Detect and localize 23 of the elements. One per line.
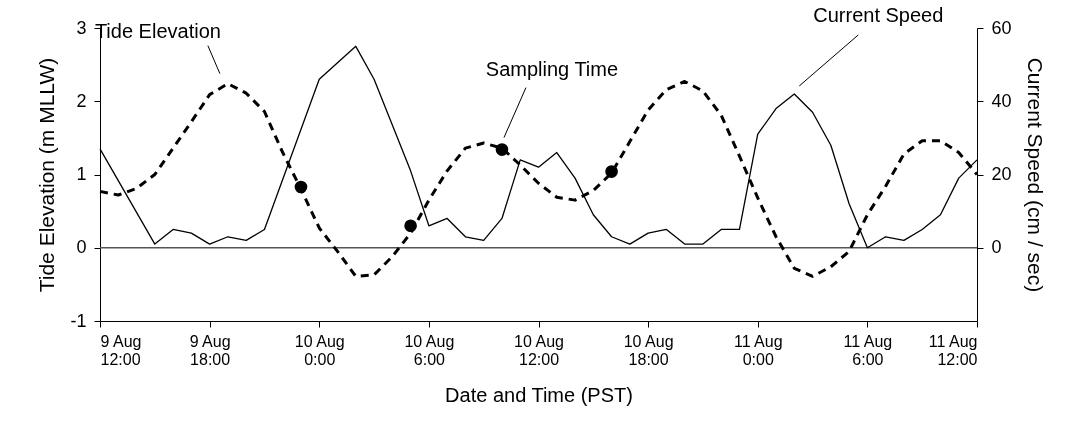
- x-tick-label: 10 Aug 12:00: [514, 332, 564, 368]
- y2-tick-label: 20: [991, 164, 1012, 184]
- y-tick-label: 0: [76, 237, 87, 258]
- y-tick-label: -1: [70, 310, 87, 331]
- text: Sampling Time: [485, 57, 619, 80]
- x-tick-label: 10 Aug 0:00: [294, 332, 345, 368]
- y2-axis-title: Current Speed (cm / sec): [1023, 57, 1047, 293]
- x-tick-label: 9 Aug 12:00: [100, 332, 142, 368]
- y-tick-label: 2: [76, 90, 87, 111]
- x-tick-label: 10 Aug 6:00: [404, 332, 455, 368]
- y-tick-label: 1: [76, 164, 87, 184]
- x-tick-label: 11 Aug 0:00: [733, 332, 783, 368]
- y-axis-title: Tide Elevation (m MLLW): [35, 57, 59, 293]
- x-tick-label: 9 Aug 18:00: [189, 332, 231, 368]
- text: Current Speed: [813, 3, 944, 26]
- x-tick-label: 11 Aug 12:00: [928, 332, 978, 368]
- y2-tick-label: 40: [991, 90, 1012, 111]
- y2-tick-label: 60: [991, 17, 1012, 38]
- x-tick-label: 10 Aug 18:00: [623, 332, 674, 368]
- y-tick-label: 3: [76, 17, 87, 38]
- x-axis-title: Date and Time (PST): [445, 383, 633, 406]
- y2-tick-label: 0: [991, 237, 1002, 258]
- x-tick-label: 11 Aug 6:00: [843, 332, 893, 368]
